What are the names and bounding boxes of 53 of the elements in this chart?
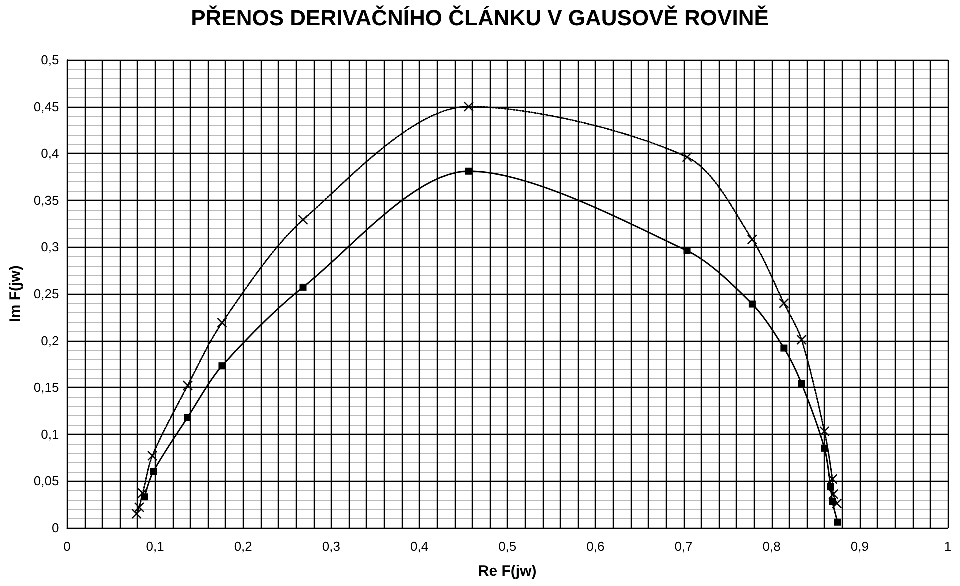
point bbox=[796, 334, 807, 346]
x-tick-label: 0,3 bbox=[322, 539, 340, 554]
x-tick-label: 0,5 bbox=[498, 539, 517, 554]
point bbox=[821, 444, 828, 452]
y-tick-label: 0,3 bbox=[41, 240, 60, 255]
point bbox=[748, 300, 756, 308]
x-tick-label: 0,4 bbox=[410, 539, 429, 554]
y-tick-label: 0,45 bbox=[34, 99, 60, 114]
point bbox=[747, 234, 758, 245]
point bbox=[217, 318, 228, 328]
y-tick-label: 0,2 bbox=[41, 333, 60, 348]
x-axis-title: Re F(jw) bbox=[478, 563, 537, 580]
point bbox=[780, 344, 788, 352]
y-tick-label: 0,4 bbox=[41, 146, 60, 162]
point bbox=[150, 468, 158, 476]
point bbox=[182, 380, 194, 391]
point bbox=[300, 284, 307, 291]
y-tick-label: 0,25 bbox=[34, 286, 60, 302]
point bbox=[828, 489, 839, 500]
point bbox=[779, 298, 790, 309]
x-tick-label: 0,6 bbox=[586, 539, 605, 554]
point bbox=[798, 380, 806, 388]
point bbox=[827, 483, 834, 490]
x-tick-label: 0,1 bbox=[146, 539, 164, 554]
point bbox=[684, 247, 691, 254]
x-tick-label: 1 bbox=[944, 539, 952, 554]
point bbox=[682, 152, 692, 162]
point bbox=[218, 362, 226, 370]
point bbox=[464, 102, 474, 112]
point bbox=[465, 168, 472, 175]
point bbox=[832, 498, 842, 509]
x-tick-label: 0,7 bbox=[674, 539, 693, 554]
x-tick-label: 0,2 bbox=[234, 539, 252, 554]
x-tick-label: 0,8 bbox=[762, 539, 781, 554]
y-tick-label: 0 bbox=[52, 520, 60, 536]
point bbox=[298, 214, 308, 226]
x-tick-label: 0,9 bbox=[850, 539, 869, 554]
point bbox=[820, 426, 830, 437]
y-axis-title: Im F(jw) bbox=[7, 266, 24, 322]
point bbox=[827, 474, 838, 484]
point bbox=[184, 414, 192, 422]
point bbox=[138, 488, 148, 499]
point bbox=[132, 508, 142, 520]
y-tick-label: 0,1 bbox=[41, 426, 60, 442]
point bbox=[147, 450, 158, 462]
point bbox=[834, 518, 842, 526]
x-tick-label: 0 bbox=[64, 539, 71, 554]
chart-title: PŘENOS DERIVAČNÍHO ČLÁNKU V GAUSOVĚ ROVINĚ bbox=[191, 6, 769, 30]
y-tick-label: 0,5 bbox=[41, 52, 60, 68]
y-tick-label: 0,05 bbox=[34, 474, 60, 489]
y-tick-label: 0,35 bbox=[34, 192, 60, 208]
point bbox=[134, 502, 145, 513]
y-tick-label: 0,15 bbox=[34, 380, 60, 396]
